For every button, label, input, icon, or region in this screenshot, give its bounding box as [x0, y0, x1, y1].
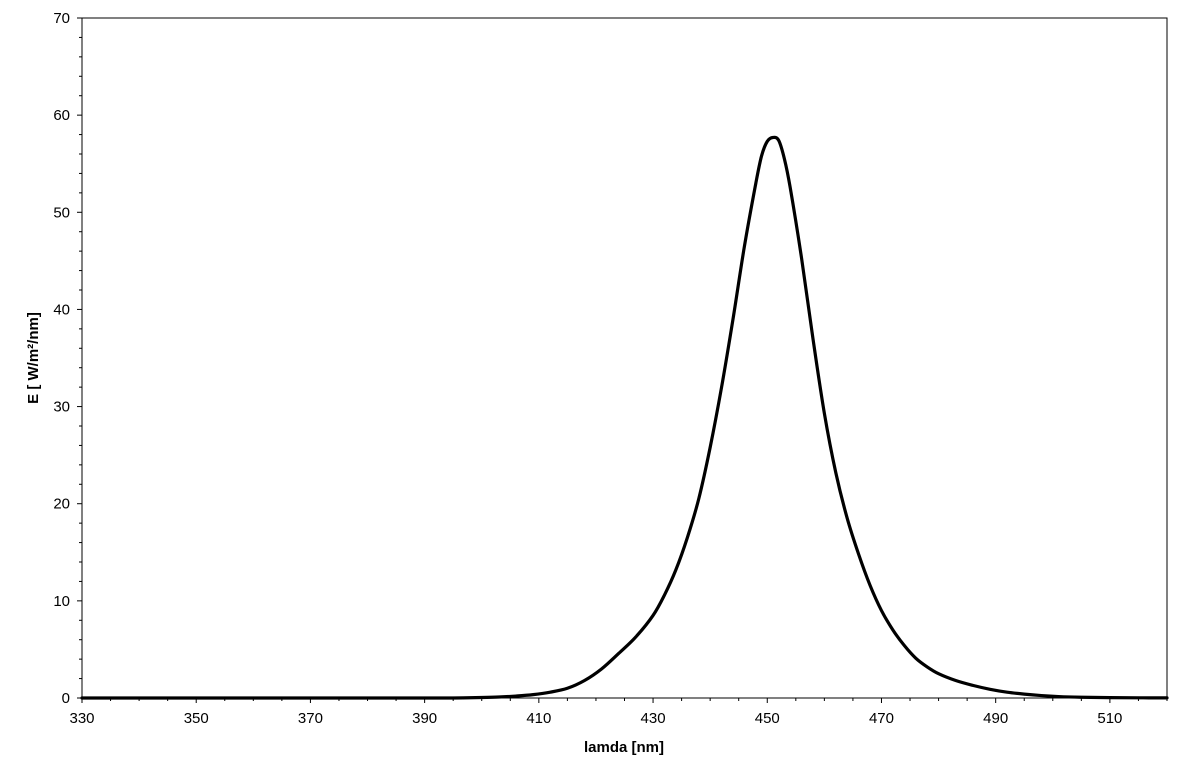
- x-tick-label: 370: [298, 710, 323, 727]
- x-tick-label: 330: [69, 710, 94, 727]
- y-tick-label: 40: [53, 301, 70, 318]
- y-tick-label: 0: [62, 690, 70, 707]
- x-tick-label: 450: [755, 710, 780, 727]
- spectrum-series-line: [80, 135, 1169, 700]
- y-axis-title: E [ W/m²/nm]: [25, 312, 42, 404]
- x-tick-label: 390: [412, 710, 437, 727]
- x-tick-label: 510: [1097, 710, 1122, 727]
- y-tick-label: 30: [53, 399, 70, 416]
- plot-area: [81, 17, 1168, 699]
- y-tick-label: 60: [53, 107, 70, 124]
- y-tick-label: 10: [53, 593, 70, 610]
- y-tick-label: 70: [53, 10, 70, 27]
- x-tick-label: 350: [184, 710, 209, 727]
- y-axis-ticks: 0 10 20 30 40 50 60 70: [53, 10, 82, 707]
- x-axis-title: lamda [nm]: [584, 739, 664, 756]
- x-tick-label: 470: [869, 710, 894, 727]
- x-axis-ticks: 330 350 370 390 410 430 450 470 490 510: [69, 698, 1168, 727]
- y-tick-label: 50: [53, 204, 70, 221]
- y-tick-label: 20: [53, 496, 70, 513]
- x-tick-label: 490: [983, 710, 1008, 727]
- x-tick-label: 430: [641, 710, 666, 727]
- x-tick-label: 410: [526, 710, 551, 727]
